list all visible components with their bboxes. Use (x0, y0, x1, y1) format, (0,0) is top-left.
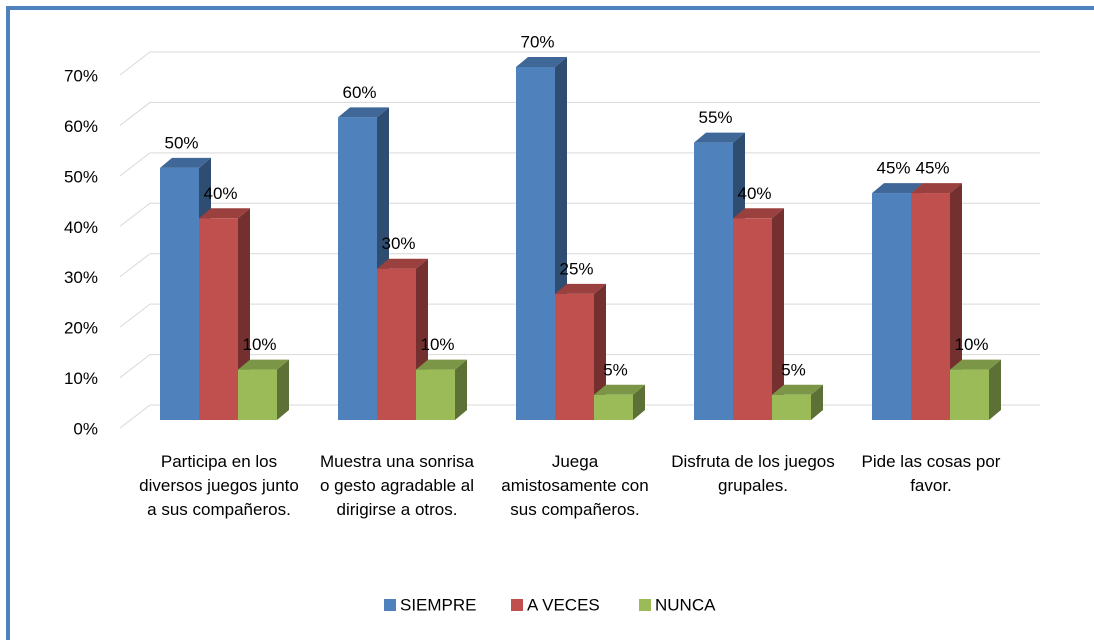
bar (338, 117, 377, 420)
bar (694, 142, 733, 420)
bar-top (516, 57, 567, 67)
y-tick-label: 60% (64, 117, 98, 136)
data-label: 5% (603, 360, 628, 379)
x-tick-label: Juega amistosamente con sus compañeros. (501, 452, 649, 519)
bar-top (733, 208, 784, 219)
bar-top (416, 359, 467, 370)
y-tick-label: 10% (64, 369, 98, 388)
x-tick-label: Participa en los diversos juegos junto a… (139, 452, 299, 519)
bar-top (555, 283, 606, 294)
data-label: 60% (342, 83, 376, 102)
bar (594, 394, 633, 420)
y-tick-label: 50% (64, 167, 98, 186)
grid-line (119, 51, 1040, 76)
bar-top (594, 384, 645, 395)
legend-swatch (511, 599, 523, 611)
data-label: 40% (737, 184, 771, 203)
bar-side (455, 359, 467, 420)
data-label: 70% (520, 32, 554, 51)
data-label: 50% (164, 133, 198, 152)
bar-side (811, 384, 823, 420)
y-tick-label: 0% (73, 419, 98, 438)
data-label: 40% (203, 184, 237, 203)
bar (950, 369, 989, 420)
bar (199, 218, 238, 420)
bar-top (377, 258, 428, 269)
bar (772, 394, 811, 420)
bar-top (338, 107, 389, 118)
data-label: 25% (559, 259, 593, 278)
bar-side (633, 384, 645, 420)
bar (516, 67, 555, 420)
bar (555, 293, 594, 420)
data-label: 55% (698, 108, 732, 127)
bar-side (772, 208, 784, 420)
bar-top (160, 157, 211, 168)
y-tick-label: 70% (64, 66, 98, 85)
bar (238, 369, 277, 420)
bar-top (772, 384, 823, 395)
data-label: 45% (876, 159, 910, 178)
bar (160, 167, 199, 420)
bar-top (238, 359, 289, 370)
bar-top (950, 359, 1001, 370)
legend-label: NUNCA (655, 595, 716, 614)
bar-side (950, 183, 962, 420)
legend-swatch (639, 599, 651, 611)
x-tick-label: Pide las cosas por favor. (861, 452, 1001, 495)
bar (872, 193, 911, 420)
bar-top (199, 208, 250, 219)
bar (377, 268, 416, 420)
frame (6, 6, 1094, 640)
x-tick-label: Disfruta de los juegos grupales. (671, 452, 835, 495)
x-tick-label: Muestra una sonrisa o gesto agradable al… (319, 452, 475, 519)
legend-label: SIEMPRE (400, 595, 477, 614)
data-label: 5% (781, 360, 806, 379)
data-label: 30% (381, 234, 415, 253)
bar-side (989, 359, 1001, 420)
bar-top (872, 183, 923, 194)
data-label: 45% (915, 159, 949, 178)
bar (416, 369, 455, 420)
bar (911, 193, 950, 420)
legend-label: A VECES (527, 595, 600, 614)
data-label: 10% (420, 335, 454, 354)
bar-side (277, 359, 289, 420)
bar-top (911, 183, 962, 194)
y-tick-label: 20% (64, 319, 98, 338)
y-tick-label: 40% (64, 218, 98, 237)
bar (733, 218, 772, 420)
bar-top (694, 132, 745, 143)
data-label: 10% (242, 335, 276, 354)
grid-line (119, 101, 1040, 126)
y-tick-label: 30% (64, 268, 98, 287)
data-label: 10% (954, 335, 988, 354)
bar-side (594, 283, 606, 420)
legend-swatch (384, 599, 396, 611)
